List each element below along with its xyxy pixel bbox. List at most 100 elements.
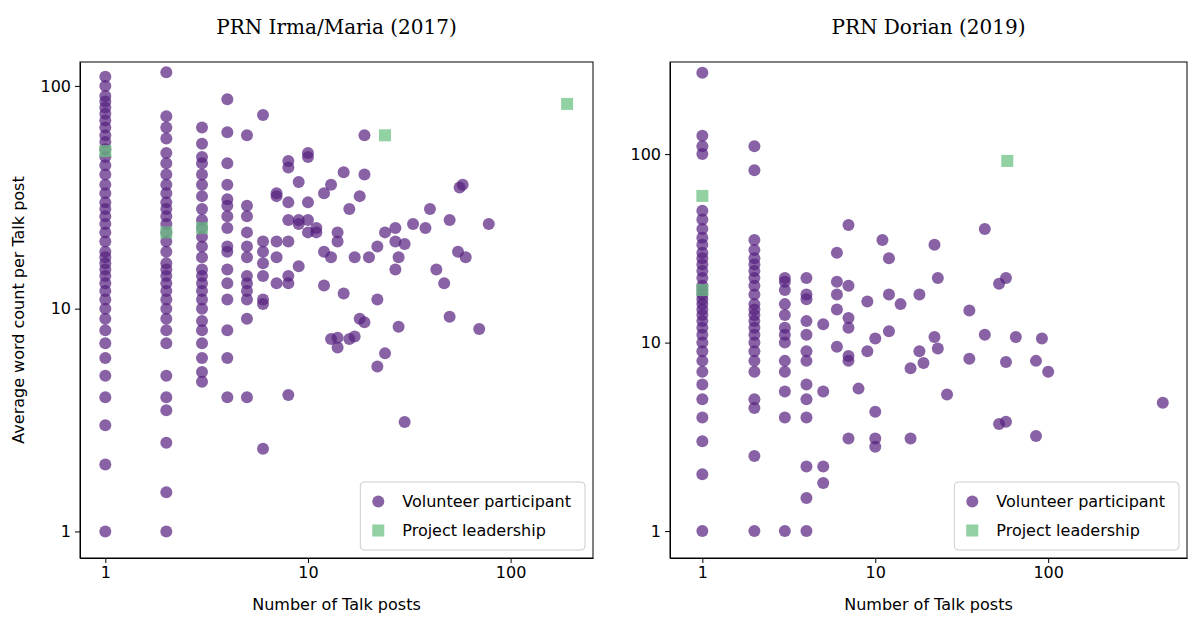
volunteer-point	[842, 432, 854, 444]
volunteer-point	[748, 140, 760, 152]
volunteer-point	[99, 458, 111, 470]
volunteer-point	[444, 214, 456, 226]
volunteer-point	[424, 203, 436, 215]
volunteer-point	[282, 196, 294, 208]
volunteer-point	[160, 122, 172, 134]
volunteer-point	[817, 318, 829, 330]
volunteer-point	[457, 179, 469, 191]
x-tick: 10	[866, 558, 886, 582]
volunteer-point	[913, 345, 925, 357]
volunteer-point	[1042, 366, 1054, 378]
volunteer-point	[271, 236, 283, 248]
volunteer-point	[932, 343, 944, 355]
volunteer-point	[99, 337, 111, 349]
volunteer-point	[349, 330, 361, 342]
volunteer-point	[932, 272, 944, 284]
volunteer-point	[979, 329, 991, 341]
volunteer-point	[349, 251, 361, 263]
x-tick-label: 1	[698, 563, 708, 582]
volunteer-point	[282, 214, 294, 226]
volunteer-point	[853, 383, 865, 395]
volunteer-point	[800, 272, 812, 284]
volunteer-point	[221, 222, 233, 234]
volunteer-point	[241, 391, 253, 403]
x-axis-title: Number of Talk posts	[844, 595, 1012, 614]
volunteer-point	[325, 251, 337, 263]
volunteer-point	[160, 257, 172, 269]
volunteer-point	[1030, 355, 1042, 367]
legend-item: Volunteer participant	[966, 492, 1165, 511]
volunteer-point	[221, 277, 233, 289]
volunteer-point	[160, 370, 172, 382]
volunteer-point	[196, 263, 208, 275]
volunteer-point	[861, 296, 873, 308]
x-axis-line	[81, 558, 594, 559]
volunteer-point	[257, 236, 269, 248]
volunteer-point	[271, 251, 283, 263]
y-tick-label: 10	[641, 333, 661, 352]
volunteer-point	[963, 305, 975, 317]
legend-symbol	[966, 525, 978, 537]
volunteer-point	[241, 270, 253, 282]
volunteer-point	[221, 263, 233, 275]
volunteer-point	[869, 333, 881, 345]
volunteer-point	[696, 130, 708, 142]
volunteer-point	[779, 525, 791, 537]
volunteer-point	[748, 525, 760, 537]
x-tick: 1	[101, 558, 111, 582]
volunteer-point	[831, 303, 843, 315]
volunteer-point	[160, 226, 172, 238]
legend-label: Project leadership	[402, 521, 546, 540]
volunteer-point	[842, 219, 854, 231]
y-tick-mark	[665, 531, 670, 532]
volunteer-point	[271, 187, 283, 199]
volunteer-point	[1030, 430, 1042, 442]
volunteer-point	[800, 345, 812, 357]
volunteer-point	[241, 210, 253, 222]
volunteer-point	[99, 324, 111, 336]
volunteer-point	[325, 179, 337, 191]
y-tick: 100	[40, 77, 80, 96]
y-tick-label: 100	[630, 145, 661, 164]
volunteer-point	[241, 241, 253, 253]
volunteer-point	[800, 288, 812, 300]
volunteer-point	[979, 223, 991, 235]
y-axis-line	[670, 63, 671, 559]
volunteer-point	[779, 366, 791, 378]
plot-frame	[80, 62, 593, 558]
volunteer-point	[160, 133, 172, 145]
x-tick-mark	[875, 558, 876, 563]
y-tick-mark	[75, 531, 80, 532]
series	[696, 155, 1013, 296]
volunteer-point	[883, 288, 895, 300]
legend: Volunteer participantProject leadership	[360, 482, 585, 550]
volunteer-point	[221, 391, 233, 403]
volunteer-point	[696, 205, 708, 217]
volunteer-point	[282, 389, 294, 401]
y-tick: 10	[51, 299, 80, 318]
volunteer-point	[358, 316, 370, 328]
series	[696, 67, 1168, 537]
volunteer-point	[338, 287, 350, 299]
volunteer-point	[257, 109, 269, 121]
volunteer-point	[800, 492, 812, 504]
volunteer-point	[696, 67, 708, 79]
x-tick-mark	[511, 558, 512, 563]
volunteer-point	[895, 298, 907, 310]
volunteer-point	[196, 315, 208, 327]
volunteer-point	[318, 280, 330, 292]
volunteer-point	[817, 477, 829, 489]
volunteer-point	[696, 284, 708, 296]
volunteer-point	[160, 404, 172, 416]
volunteer-point	[343, 203, 355, 215]
volunteer-point	[928, 239, 940, 251]
volunteer-point	[363, 251, 375, 263]
x-tick-mark	[1048, 558, 1049, 563]
volunteer-point	[196, 203, 208, 215]
volunteer-point	[196, 138, 208, 150]
volunteer-point	[696, 525, 708, 537]
volunteer-point	[196, 151, 208, 163]
volunteer-point	[332, 226, 344, 238]
volunteer-point	[257, 443, 269, 455]
y-tick-label: 10	[51, 299, 71, 318]
